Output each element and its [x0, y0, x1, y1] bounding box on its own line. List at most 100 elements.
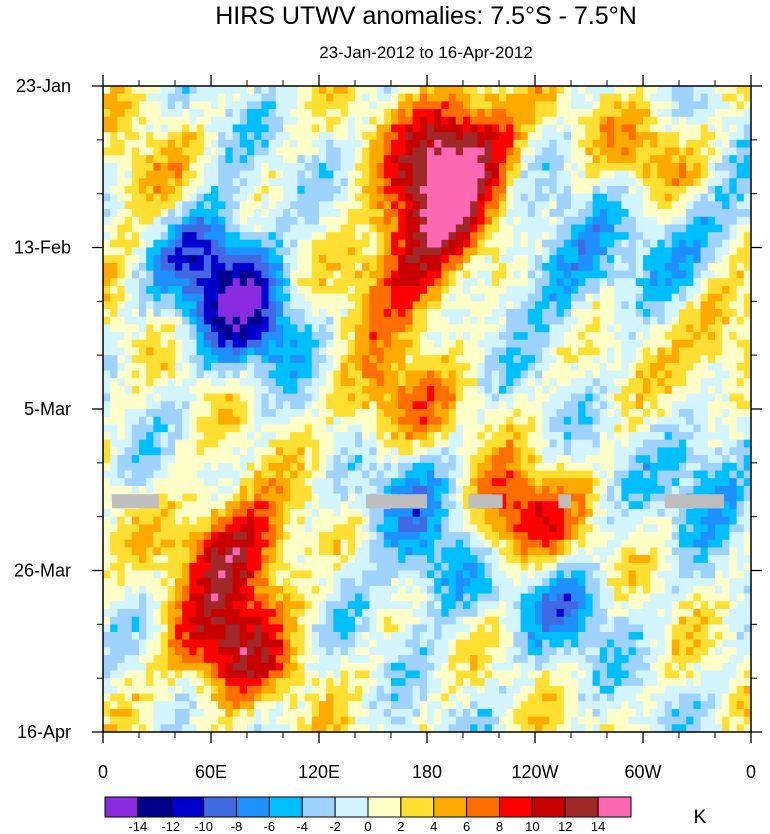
field-cell [736, 462, 745, 472]
field-cell [556, 232, 565, 241]
field-cell [585, 155, 594, 164]
field-cell [376, 508, 385, 518]
field-cell [254, 478, 262, 487]
field-cell [693, 116, 702, 126]
field-cell [355, 478, 363, 487]
field-cell [340, 424, 349, 433]
field-cell [124, 278, 133, 287]
field-cell [340, 170, 349, 179]
field-cell [283, 462, 291, 472]
field-cell [103, 86, 111, 95]
field-cell [470, 178, 478, 187]
field-cell [650, 409, 658, 418]
field-cell [477, 401, 486, 410]
field-cell [167, 270, 176, 279]
field-cell [319, 201, 327, 210]
field-cell [643, 432, 651, 441]
field-cell [621, 362, 630, 372]
field-cell [693, 301, 702, 310]
field-cell [693, 293, 702, 302]
field-cell [391, 255, 399, 264]
field-cell [535, 462, 543, 472]
field-cell [520, 116, 529, 126]
field-cell [239, 109, 248, 118]
field-cell [635, 116, 644, 126]
field-cell [441, 93, 450, 102]
field-cell [571, 109, 579, 118]
field-cell [614, 209, 622, 218]
field-cell [347, 324, 356, 333]
field-cell [693, 416, 702, 425]
field-cell [506, 109, 514, 118]
field-cell [419, 109, 428, 118]
field-cell [499, 385, 507, 395]
field-cell [319, 424, 327, 433]
field-cell [707, 393, 716, 402]
field-cell [599, 101, 608, 110]
field-cell [160, 155, 169, 164]
field-cell [160, 209, 169, 218]
field-cell [520, 255, 529, 264]
field-cell [477, 293, 486, 302]
field-cell [679, 293, 687, 302]
field-cell [175, 185, 183, 195]
field-cell [362, 124, 370, 133]
field-cell [247, 124, 255, 133]
field-cell [304, 301, 313, 310]
field-cell [160, 508, 169, 518]
field-cell [585, 378, 594, 387]
field-cell [614, 409, 622, 418]
field-cell [146, 270, 154, 279]
field-cell [679, 362, 687, 372]
field-cell [643, 324, 651, 333]
field-cell [614, 255, 622, 264]
field-cell [333, 132, 342, 141]
field-cell [355, 209, 363, 218]
field-cell [491, 293, 500, 302]
field-cell [527, 455, 536, 464]
field-cell [319, 485, 327, 495]
field-cell [182, 185, 190, 195]
field-cell [311, 262, 320, 272]
field-cell [693, 262, 702, 272]
field-cell [412, 132, 421, 141]
field-cell [340, 262, 349, 272]
field-cell [722, 409, 730, 418]
field-cell [117, 332, 126, 341]
field-cell [671, 262, 680, 272]
field-cell [448, 378, 457, 387]
field-cell [549, 93, 558, 102]
field-cell [513, 124, 522, 133]
field-cell [671, 370, 680, 379]
field-cell [571, 447, 579, 456]
field-cell [153, 116, 162, 126]
field-cell [261, 162, 270, 172]
field-cell [743, 270, 751, 279]
field-cell [484, 355, 493, 364]
field-cell [664, 86, 673, 95]
field-cell [196, 485, 205, 495]
field-cell [635, 447, 644, 456]
field-cell [146, 401, 154, 410]
field-cell [218, 255, 226, 264]
field-cell [405, 362, 414, 372]
field-cell [326, 362, 334, 372]
field-cell [110, 255, 118, 264]
field-cell [283, 170, 291, 179]
field-cell [405, 193, 414, 202]
field-cell [376, 86, 385, 95]
field-cell [167, 232, 176, 241]
field-cell [657, 278, 666, 287]
field-cell [355, 124, 363, 133]
field-cell [146, 224, 154, 233]
field-cell [405, 378, 414, 387]
field-cell [635, 201, 644, 210]
field-cell [729, 316, 738, 325]
field-cell [707, 124, 716, 133]
field-cell [247, 347, 255, 356]
field-cell [686, 355, 694, 364]
field-cell [729, 462, 738, 472]
field-cell [571, 193, 579, 202]
field-cell [326, 239, 334, 249]
field-cell [347, 401, 356, 410]
